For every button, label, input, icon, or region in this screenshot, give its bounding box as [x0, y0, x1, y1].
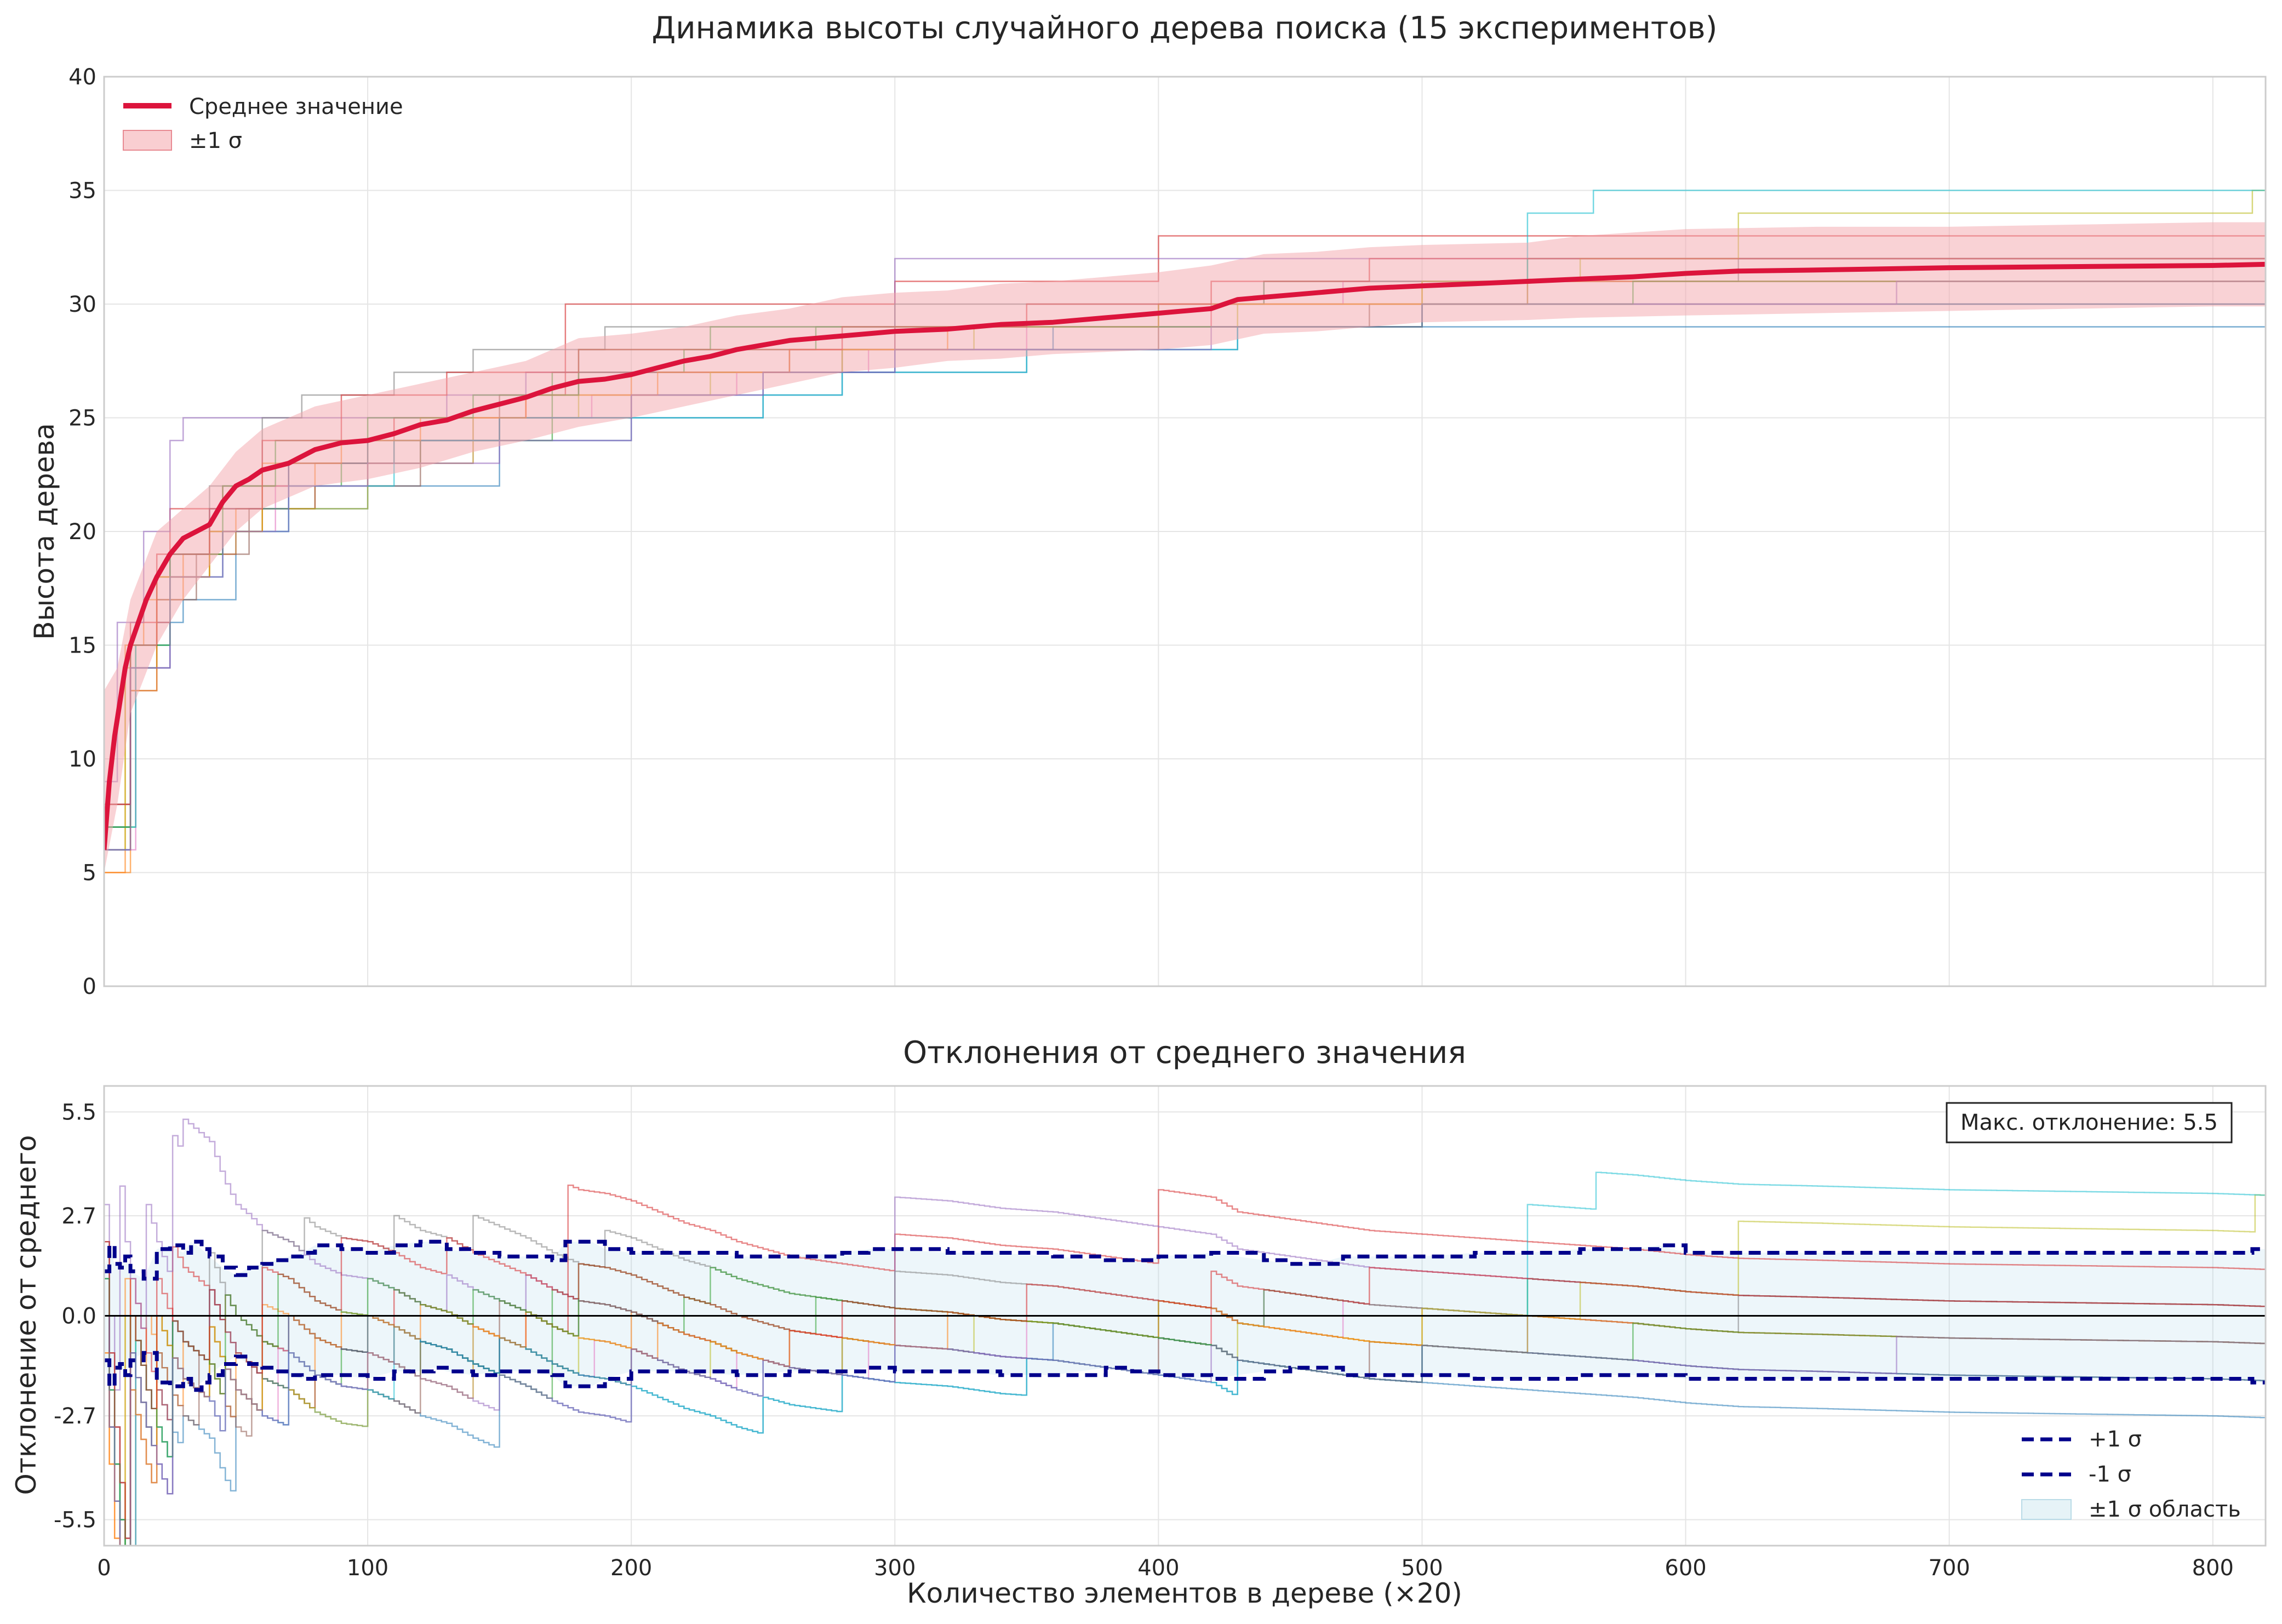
annotation-text: Макс. отклонение: 5.5 — [1960, 1110, 2218, 1135]
top-y-tick-label: 20 — [68, 519, 96, 545]
bottom-x-tick-label: 500 — [1401, 1556, 1443, 1581]
top-y-tick-label: 40 — [68, 65, 96, 90]
plus-sigma-line — [104, 1239, 2266, 1281]
top-y-tick-label: 10 — [68, 747, 96, 772]
bottom-x-tick-label: 800 — [2192, 1556, 2234, 1581]
mean-line — [104, 261, 2266, 850]
bottom-x-tick-label: 600 — [1665, 1556, 1706, 1581]
bottom-x-tick-label: 100 — [347, 1556, 388, 1581]
legend-plus-sigma-label: +1 σ — [2089, 1427, 2142, 1452]
deviation-line-14 — [104, 1237, 2266, 1539]
deviation-lines — [104, 1118, 2266, 1546]
bottom-x-ticks: 0 100 200 300 400 500 600 700 800 — [97, 1556, 2234, 1581]
top-plot-frame — [103, 76, 2267, 987]
bottom-y-ticks: -5.5 -2.7 0.0 2.7 5.5 — [54, 1100, 96, 1532]
bottom-x-tick-label: 700 — [1929, 1556, 1970, 1581]
top-y-tick-label: 5 — [83, 861, 96, 886]
top-y-tick-label: 35 — [68, 179, 96, 204]
legend-sigma-label: ±1 σ — [189, 128, 242, 153]
bottom-x-tick-label: 0 — [97, 1556, 111, 1581]
top-title: Динамика высоты случайного дерева поиска… — [651, 10, 1717, 46]
top-y-tick-label: 25 — [68, 406, 96, 431]
bottom-x-tick-label: 400 — [1137, 1556, 1179, 1581]
legend-sigma-swatch — [123, 130, 172, 151]
top-y-tick-label: 30 — [68, 292, 96, 317]
minus-sigma-line — [104, 1351, 2266, 1392]
legend-minus-sigma-label: -1 σ — [2089, 1462, 2131, 1487]
deviation-line-15 — [104, 1315, 2266, 1546]
bottom-y-tick-label: 2.7 — [61, 1204, 96, 1229]
bottom-x-tick-label: 300 — [874, 1556, 916, 1581]
bottom-y-tick-label: 5.5 — [61, 1100, 96, 1125]
legend-region-label: ±1 σ область — [2089, 1497, 2241, 1522]
max-deviation-annotation: Макс. отклонение: 5.5 — [1946, 1102, 2233, 1143]
top-y-tick-label: 15 — [68, 633, 96, 659]
bottom-plot-content — [104, 1118, 2266, 1546]
top-y-ticks: 0 5 10 15 20 25 30 35 40 — [68, 65, 96, 999]
deviation-chart: -5.5 -2.7 0.0 2.7 5.5 0 100 200 300 400 500 600 700… — [10, 1035, 2267, 1609]
legend-region-swatch — [2021, 1499, 2072, 1520]
bottom-plot-frame — [103, 1085, 2267, 1547]
annotation-box — [1946, 1102, 2233, 1143]
bottom-y-tick-label: -5.5 — [54, 1508, 96, 1533]
bottom-x-tick-label: 200 — [610, 1556, 652, 1581]
bottom-legend: +1 σ -1 σ ±1 σ область — [2021, 1427, 2241, 1522]
bottom-y-tick-label: -2.7 — [54, 1404, 96, 1429]
bottom-y-label: Отклонение от среднего — [10, 1135, 42, 1495]
top-plot-content — [104, 190, 2266, 873]
bottom-x-label: Количество элементов в дереве (×20) — [907, 1577, 1462, 1609]
bottom-title: Отклонения от среднего значения — [903, 1035, 1466, 1071]
height-chart: 0 5 10 15 20 25 30 35 40 Динамика высоты случайн… — [28, 10, 2267, 999]
top-y-label: Высота дерева — [28, 423, 60, 639]
top-y-tick-label: 0 — [83, 974, 96, 999]
legend-mean-label: Среднее значение — [189, 94, 403, 119]
top-legend: Среднее значение ±1 σ — [123, 94, 403, 153]
bottom-y-tick-label: 0.0 — [61, 1304, 96, 1329]
sigma-band — [104, 222, 2266, 873]
